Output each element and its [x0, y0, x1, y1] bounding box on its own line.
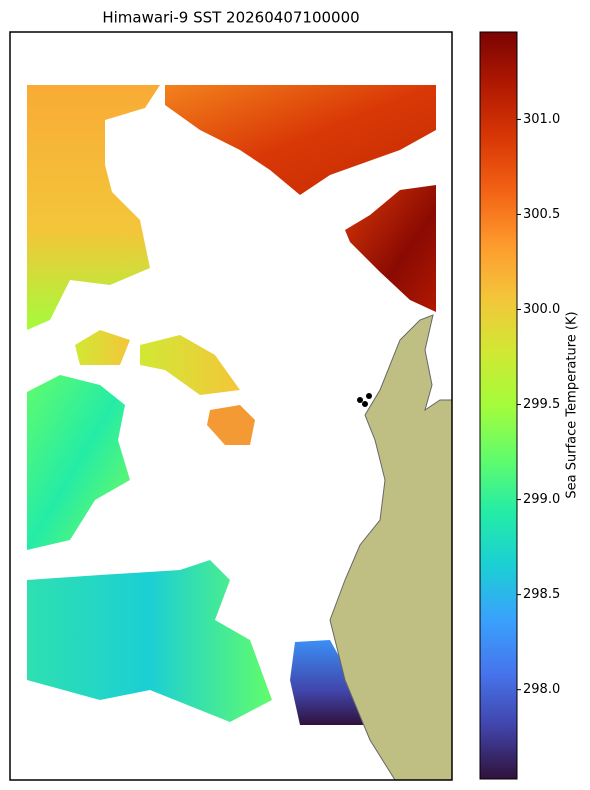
sst-patch	[27, 85, 160, 330]
sst-patch	[345, 185, 436, 312]
colorbar-tick-label: 298.0	[523, 682, 560, 697]
map	[9, 31, 453, 781]
marker	[362, 401, 368, 407]
colorbar-label: Sea Surface Temperature (K)	[565, 311, 580, 498]
colorbar	[479, 31, 518, 780]
land	[329, 314, 453, 781]
sst-patch	[290, 640, 365, 725]
colorbar-tick-label: 301.0	[523, 112, 560, 127]
title: Himawari-9 SST 20260407100000	[102, 9, 359, 27]
colorbar-tick-label: 298.5	[523, 587, 560, 602]
sst-patch	[165, 85, 436, 195]
sst-patch	[207, 405, 255, 445]
colorbar-tick-label: 299.0	[523, 492, 560, 507]
sst-patch	[27, 375, 130, 550]
marker	[366, 393, 372, 399]
sst-patch	[75, 330, 130, 365]
colorbar-tick-label: 300.0	[523, 302, 560, 317]
sst-patch	[27, 560, 272, 722]
marker	[357, 397, 363, 403]
colorbar-tick-label: 299.5	[523, 397, 560, 412]
sst-patch	[140, 335, 240, 395]
map-frame	[9, 31, 453, 781]
colorbar-tick-label: 300.5	[523, 207, 560, 222]
